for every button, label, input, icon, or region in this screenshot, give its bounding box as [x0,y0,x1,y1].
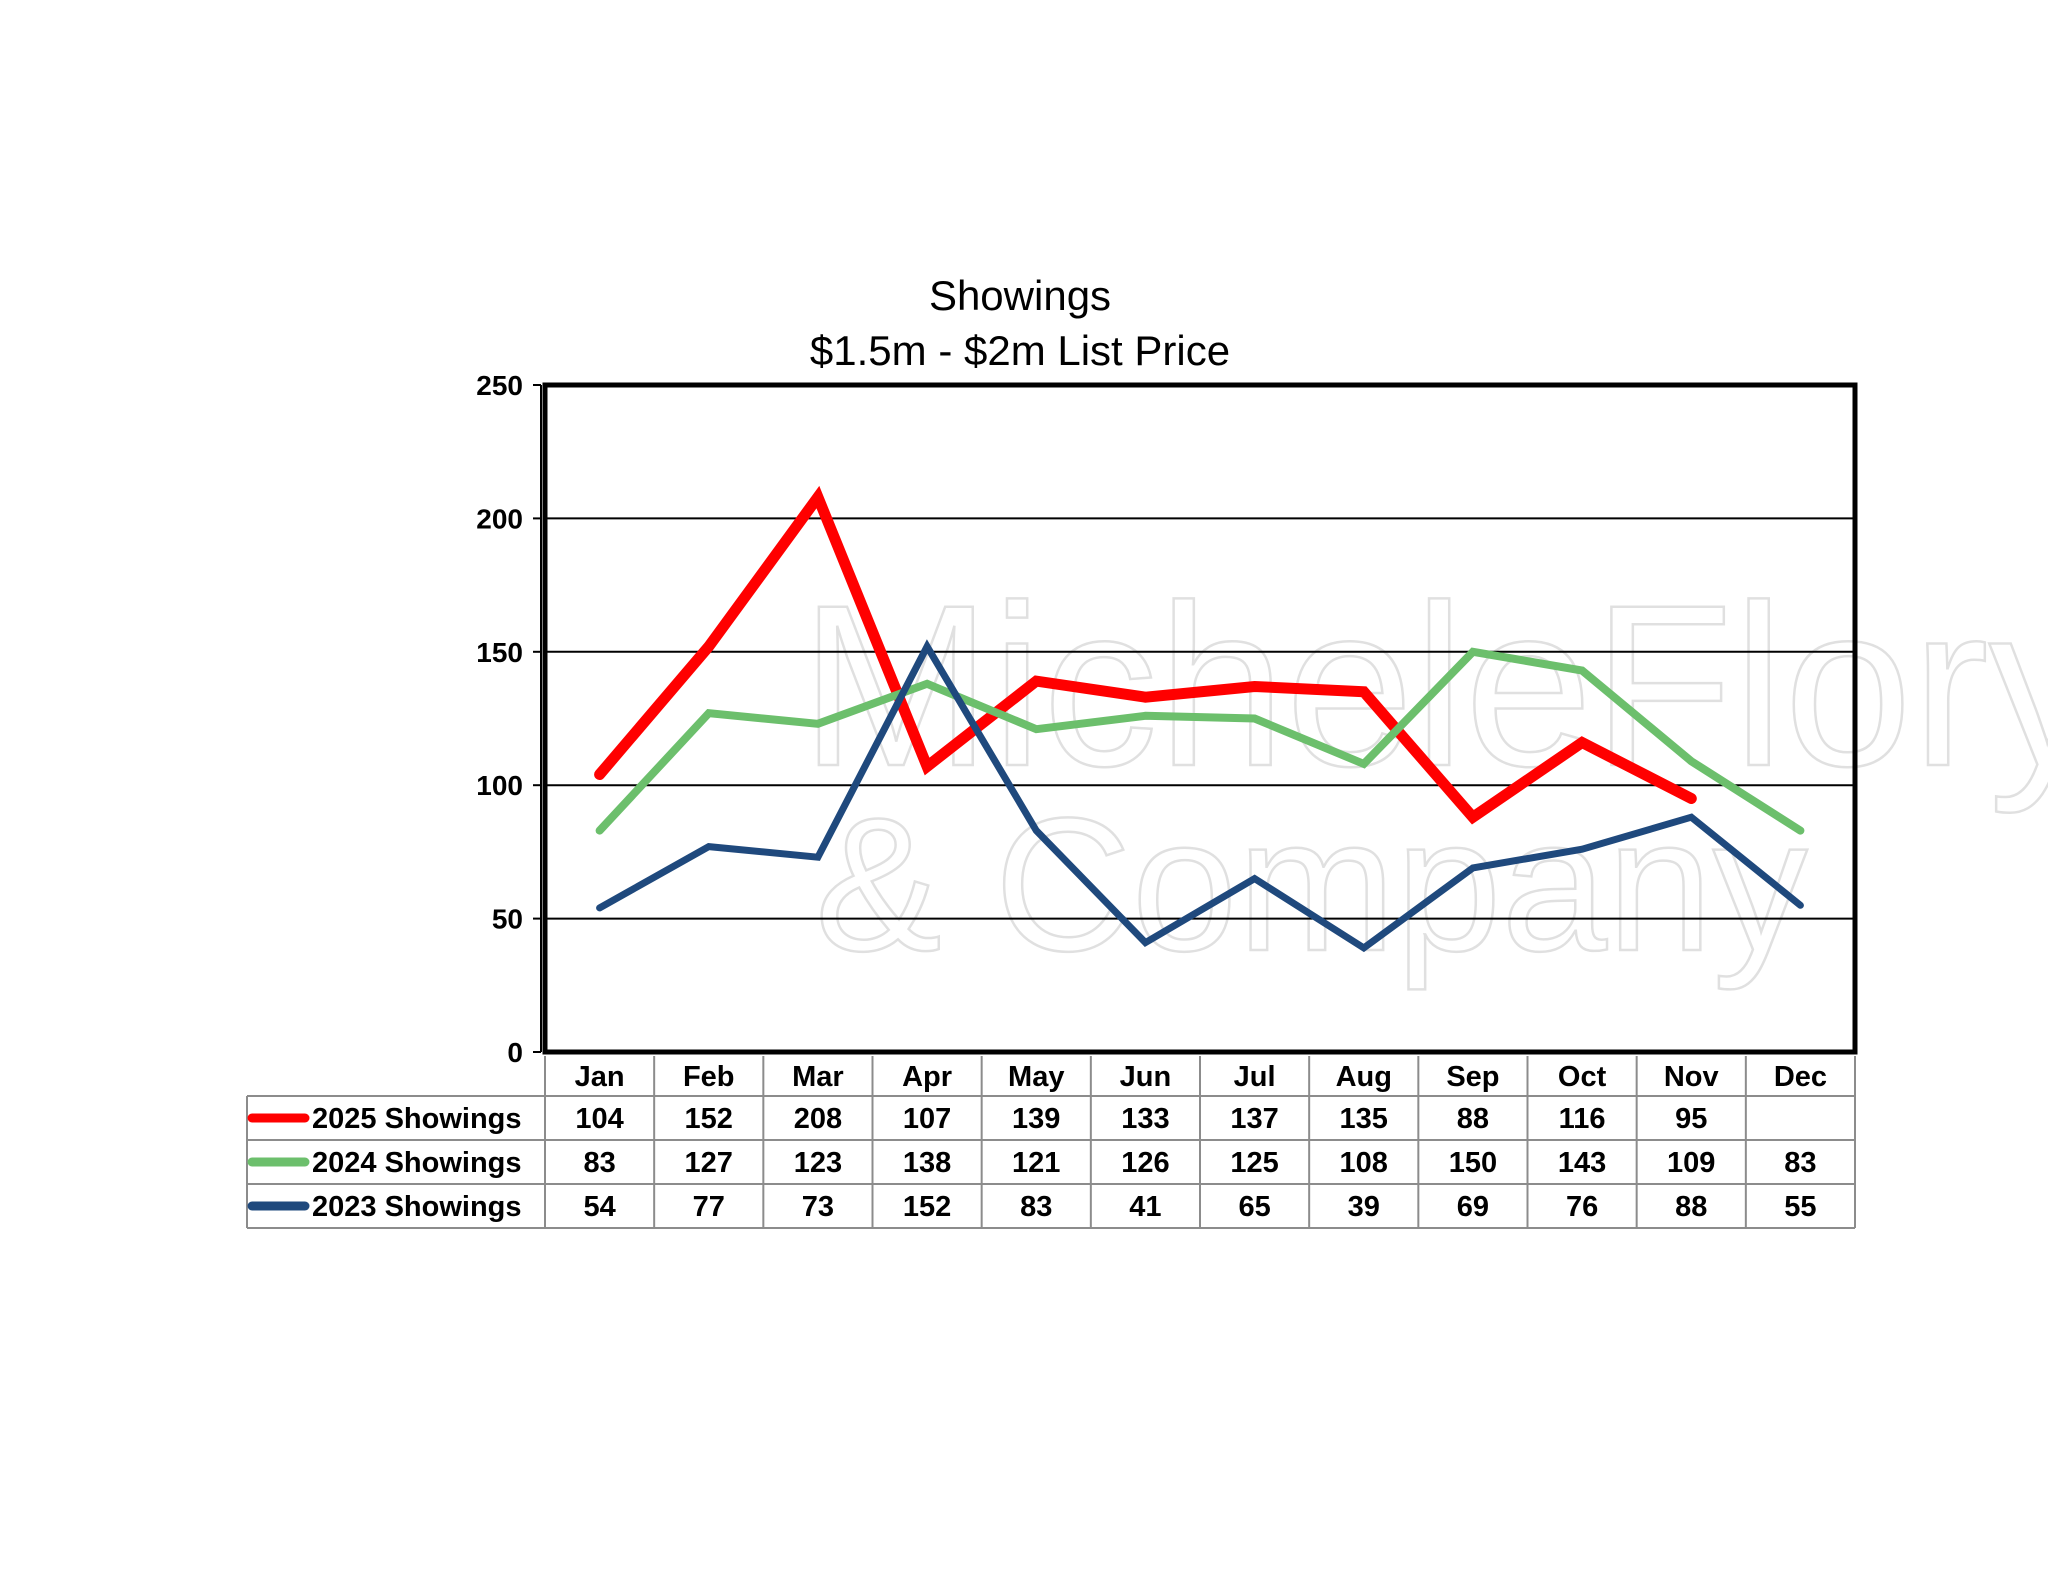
category-label: Jul [1234,1061,1276,1093]
table-cell-value: 77 [693,1191,725,1223]
table-cell-value: 104 [575,1103,623,1135]
category-label: Dec [1774,1061,1827,1093]
table-cell-value: 88 [1457,1103,1489,1135]
category-label: Jun [1120,1061,1172,1093]
table-cell-value: 108 [1340,1147,1388,1179]
table-cell-value: 121 [1012,1147,1060,1179]
table-cell-value: 208 [794,1103,842,1135]
gridlines [545,517,1855,920]
y-axis: 0 50 100 150 200 250 [476,370,542,1068]
table-cell-value: 127 [685,1147,733,1179]
table-cell-value: 150 [1449,1147,1497,1179]
category-label: Mar [792,1061,844,1093]
category-label: Sep [1446,1061,1499,1093]
data-table: Jan Feb Mar Apr May Jun Jul Aug Sep Oct Nov Dec 2025… [246,1056,1856,1229]
chart-title-group: Showings $1.5m - $2m List Price [810,272,1230,374]
watermark-line-2: & Company [815,779,1808,991]
table-cell-value: 83 [583,1147,615,1179]
table-cell-value: 107 [903,1103,951,1135]
table-cell-value: 143 [1558,1147,1606,1179]
chart-subtitle: $1.5m - $2m List Price [810,327,1230,374]
table-cell-value: 69 [1457,1191,1489,1223]
table-cell-value: 116 [1559,1103,1606,1135]
watermark-line-1: MicheleFlory [800,557,2048,814]
y-tick-label: 200 [476,503,523,534]
legend-label: 2023 Showings [312,1191,522,1223]
table-cell-value: 76 [1566,1191,1598,1223]
category-label: Aug [1336,1061,1392,1093]
table-cell-value: 125 [1230,1147,1278,1179]
y-tick-label: 0 [507,1037,523,1068]
table-cell-value: 55 [1784,1191,1816,1223]
table-cell-value: 152 [685,1103,733,1135]
y-tick-label: 100 [476,770,523,801]
table-cell-value: 135 [1340,1103,1388,1135]
category-label: Jan [575,1061,625,1093]
category-label: Feb [683,1061,735,1093]
category-label: Nov [1664,1061,1719,1093]
series-line-3 [596,639,1804,953]
table-cell-value: 109 [1667,1147,1715,1179]
series-lines [594,485,1805,953]
table-cell-value: 88 [1675,1191,1707,1223]
plot-area-frame [542,382,1858,1055]
table-cell-value: 54 [583,1191,615,1223]
y-tick-label: 150 [476,637,523,668]
legend-label: 2024 Showings [312,1147,522,1179]
table-cell-value: 95 [1675,1103,1707,1135]
table-cell-value: 133 [1121,1103,1169,1135]
table-cell-value: 138 [903,1147,951,1179]
table-cell-value: 123 [794,1147,842,1179]
table-cell-value: 83 [1020,1191,1052,1223]
chart-title: Showings [929,272,1111,319]
table-cell-value: 152 [903,1191,951,1223]
table-cell-value: 73 [802,1191,834,1223]
y-tick-label: 50 [492,904,523,935]
category-label: Apr [902,1061,952,1093]
legend-label: 2025 Showings [312,1103,522,1135]
table-cell-value: 137 [1230,1103,1278,1135]
table-cell-value: 126 [1121,1147,1169,1179]
table-cell-value: 65 [1238,1191,1270,1223]
watermark-logo: MicheleFlory & Company [799,556,2048,993]
table-cell-value: 39 [1348,1191,1380,1223]
series-line-2 [595,647,1805,835]
table-cell-value: 139 [1012,1103,1060,1135]
table-cell-value: 83 [1784,1147,1816,1179]
y-tick-label: 250 [476,370,523,401]
table-cell-value: 41 [1129,1191,1161,1223]
category-label: Oct [1558,1061,1607,1093]
series-line-1 [594,485,1697,825]
category-label: May [1008,1061,1064,1093]
